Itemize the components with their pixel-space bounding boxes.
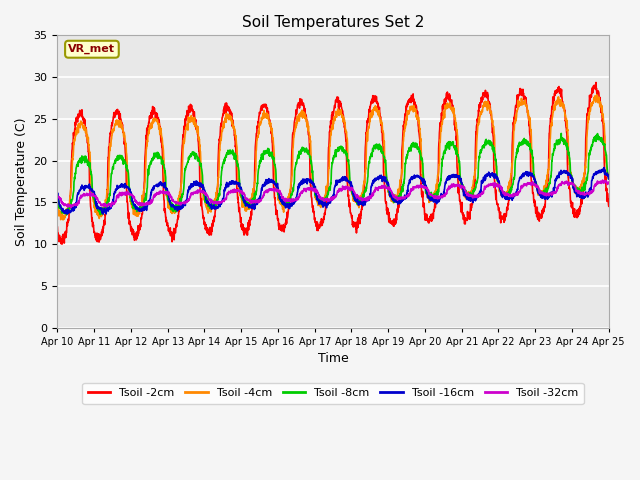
Tsoil -16cm bbox=[605, 176, 612, 182]
Tsoil -2cm bbox=[207, 231, 215, 237]
Tsoil -4cm bbox=[349, 193, 357, 199]
Tsoil -4cm bbox=[493, 176, 501, 182]
Tsoil -4cm bbox=[362, 170, 369, 176]
Tsoil -32cm bbox=[349, 187, 357, 193]
Tsoil -32cm bbox=[605, 180, 612, 186]
Tsoil -32cm bbox=[572, 185, 579, 191]
Tsoil -2cm bbox=[572, 210, 579, 216]
Tsoil -8cm bbox=[349, 190, 357, 196]
Tsoil -2cm bbox=[605, 204, 612, 209]
Tsoil -16cm bbox=[349, 191, 357, 197]
Tsoil -8cm bbox=[63, 212, 70, 218]
Tsoil -8cm bbox=[557, 131, 565, 136]
Tsoil -16cm bbox=[493, 174, 501, 180]
Tsoil -2cm bbox=[349, 221, 357, 227]
Tsoil -4cm bbox=[605, 174, 612, 180]
Text: VR_met: VR_met bbox=[68, 44, 115, 54]
Line: Tsoil -32cm: Tsoil -32cm bbox=[58, 180, 609, 208]
Tsoil -32cm bbox=[599, 177, 607, 183]
Line: Tsoil -4cm: Tsoil -4cm bbox=[58, 95, 609, 220]
Tsoil -8cm bbox=[362, 189, 369, 195]
Tsoil -4cm bbox=[556, 99, 564, 105]
Tsoil -16cm bbox=[99, 211, 107, 217]
Tsoil -2cm bbox=[493, 202, 501, 208]
Tsoil -2cm bbox=[362, 152, 369, 158]
Tsoil -8cm bbox=[556, 136, 564, 142]
Tsoil -16cm bbox=[362, 197, 369, 203]
Line: Tsoil -2cm: Tsoil -2cm bbox=[58, 83, 609, 244]
Tsoil -4cm bbox=[59, 217, 67, 223]
Tsoil -32cm bbox=[54, 194, 61, 200]
Tsoil -2cm bbox=[58, 241, 66, 247]
Line: Tsoil -16cm: Tsoil -16cm bbox=[58, 168, 609, 214]
Tsoil -16cm bbox=[572, 189, 579, 194]
Tsoil -32cm bbox=[207, 198, 215, 204]
Tsoil -16cm bbox=[207, 203, 215, 209]
Line: Tsoil -8cm: Tsoil -8cm bbox=[58, 133, 609, 215]
Tsoil -8cm bbox=[572, 186, 580, 192]
Tsoil -4cm bbox=[54, 202, 61, 207]
Tsoil -2cm bbox=[54, 224, 61, 230]
Tsoil -8cm bbox=[54, 199, 61, 204]
Tsoil -4cm bbox=[207, 206, 215, 212]
Tsoil -16cm bbox=[54, 191, 61, 196]
Tsoil -16cm bbox=[600, 165, 608, 170]
Tsoil -2cm bbox=[556, 87, 564, 93]
Tsoil -8cm bbox=[493, 178, 501, 184]
Tsoil -4cm bbox=[572, 187, 579, 193]
Tsoil -32cm bbox=[67, 205, 75, 211]
Tsoil -16cm bbox=[556, 171, 564, 177]
Y-axis label: Soil Temperature (C): Soil Temperature (C) bbox=[15, 117, 28, 246]
X-axis label: Time: Time bbox=[317, 352, 348, 365]
Title: Soil Temperatures Set 2: Soil Temperatures Set 2 bbox=[242, 15, 424, 30]
Tsoil -32cm bbox=[556, 182, 564, 188]
Tsoil -8cm bbox=[605, 176, 612, 182]
Tsoil -2cm bbox=[592, 80, 600, 85]
Legend: Tsoil -2cm, Tsoil -4cm, Tsoil -8cm, Tsoil -16cm, Tsoil -32cm: Tsoil -2cm, Tsoil -4cm, Tsoil -8cm, Tsoi… bbox=[83, 383, 584, 404]
Tsoil -4cm bbox=[593, 92, 600, 97]
Tsoil -32cm bbox=[362, 197, 369, 203]
Tsoil -8cm bbox=[207, 206, 215, 212]
Tsoil -32cm bbox=[493, 183, 501, 189]
